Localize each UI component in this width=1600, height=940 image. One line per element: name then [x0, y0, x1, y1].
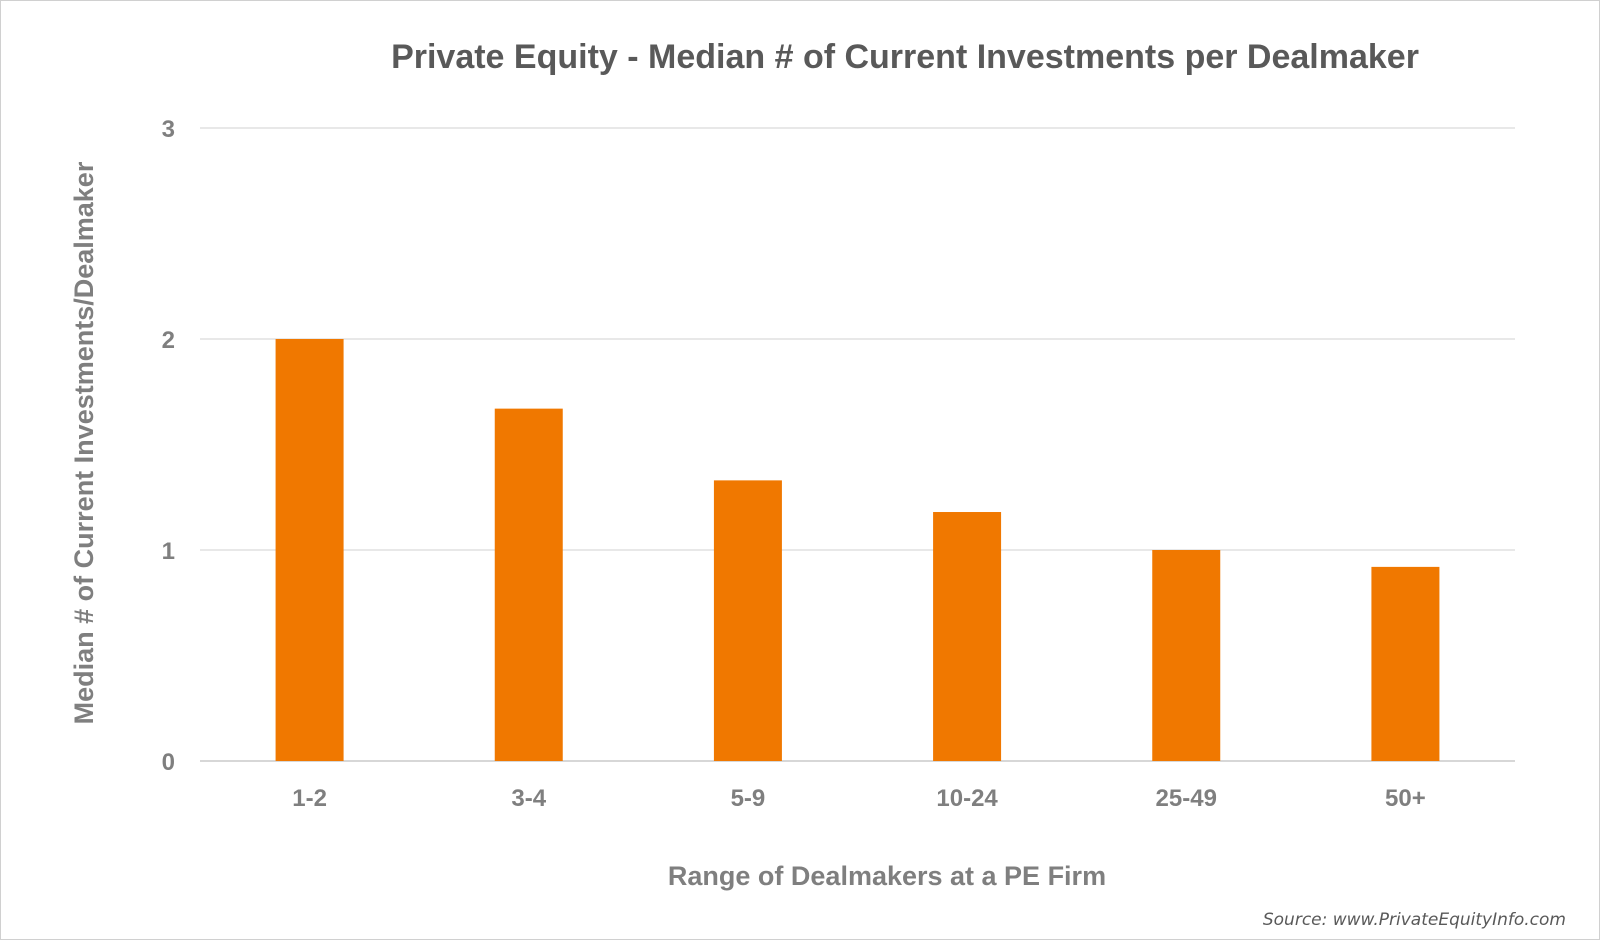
source-note: Source: www.PrivateEquityInfo.com [1263, 910, 1566, 930]
bar-25-49 [1152, 550, 1221, 761]
y-tick-label: 0 [162, 749, 175, 776]
y-axis-ticks: 0 1 2 3 [162, 116, 175, 776]
y-tick-label: 1 [162, 538, 175, 565]
x-tick-label: 3-4 [511, 785, 546, 812]
bar-1-2 [275, 339, 344, 761]
x-axis-label: Range of Dealmakers at a PE Firm [668, 861, 1106, 891]
x-tick-label: 1-2 [292, 785, 327, 812]
bar-50+ [1371, 566, 1440, 761]
bars [275, 339, 1440, 761]
x-tick-label: 5-9 [731, 785, 766, 812]
gridlines [200, 127, 1515, 762]
y-tick-label: 3 [162, 116, 175, 143]
x-tick-label: 25-49 [1156, 785, 1217, 812]
x-tick-label: 10-24 [936, 785, 998, 812]
y-axis-label: Median # of Current Investments/Dealmake… [69, 161, 99, 724]
x-axis-ticks: 1-2 3-4 5-9 10-24 25-49 50+ [292, 785, 1426, 812]
bar-5-9 [713, 480, 782, 761]
chart-title: Private Equity - Median # of Current Inv… [391, 38, 1419, 76]
bar-10-24 [933, 512, 1002, 761]
y-tick-label: 2 [162, 327, 175, 354]
x-tick-label: 50+ [1385, 785, 1426, 812]
bar-3-4 [494, 408, 563, 761]
